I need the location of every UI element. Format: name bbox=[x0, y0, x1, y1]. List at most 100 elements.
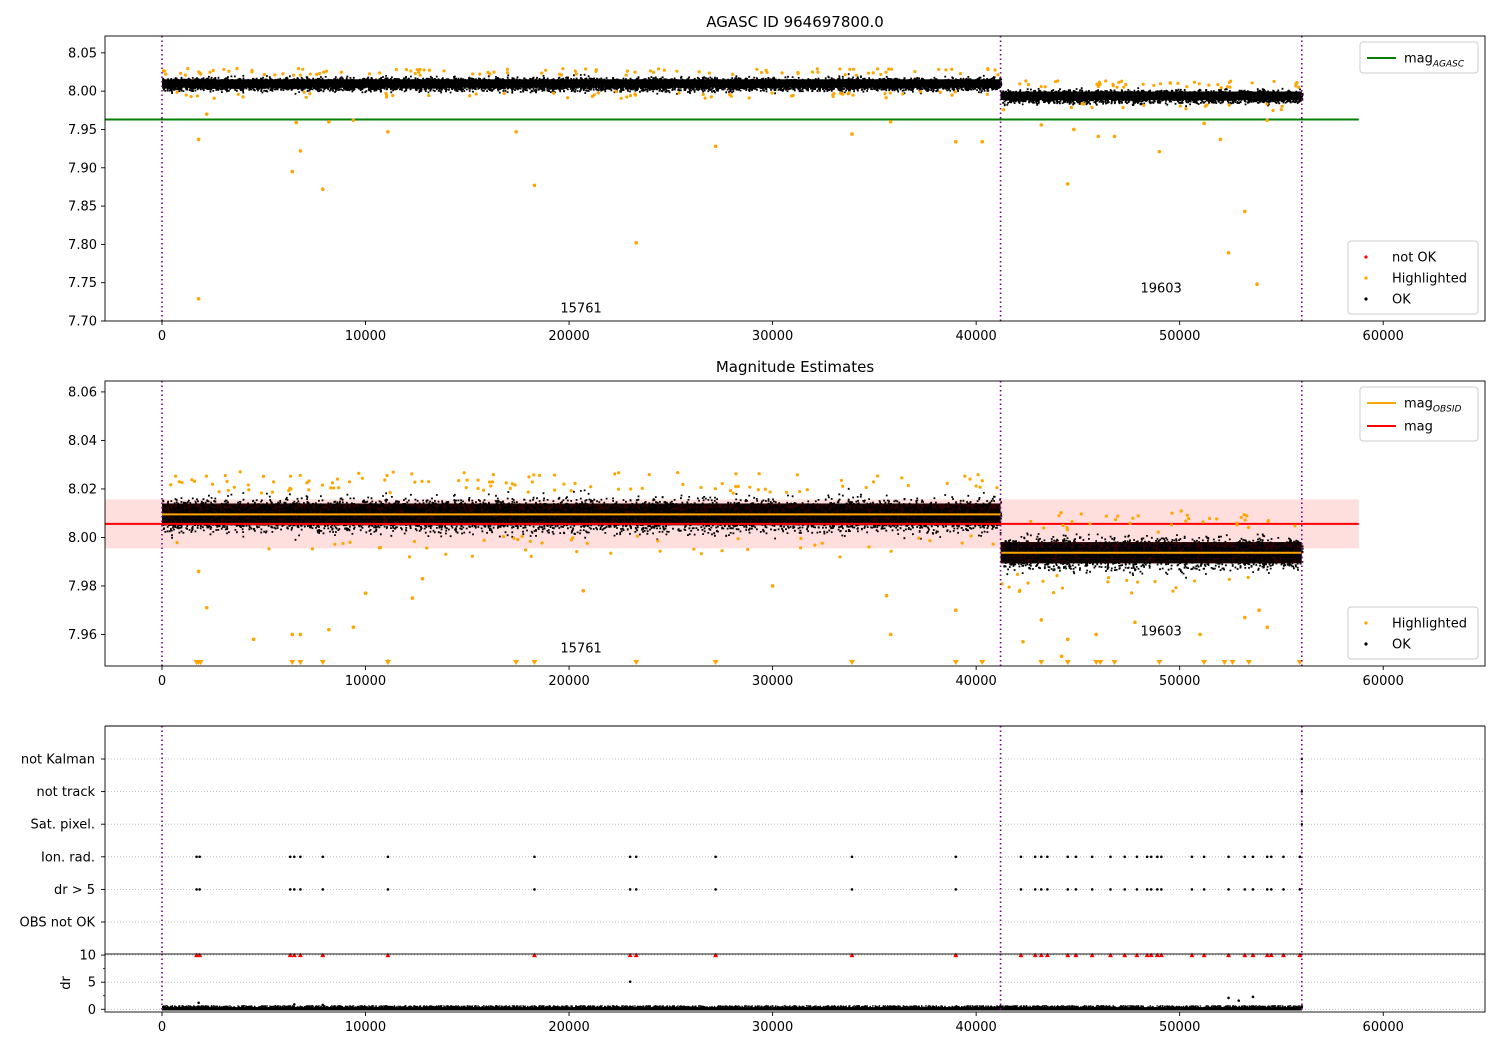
highlighted-point bbox=[1272, 79, 1276, 84]
flag-point bbox=[1109, 888, 1112, 891]
clipped-low-marker bbox=[531, 660, 538, 665]
highlighted-point bbox=[1120, 79, 1124, 83]
highlighted-point bbox=[960, 541, 964, 545]
agasc-magnitude-panel: 15761 19603 7.70 7.75 7.80 7.85 7.90 7.95 8.00 8.… bbox=[68, 13, 1486, 344]
highlighted-point bbox=[324, 69, 329, 73]
highlighted-point bbox=[594, 68, 598, 72]
highlighted-point bbox=[174, 474, 178, 478]
flags-panel: not Kalman not track Sat. pixel. Ion. rad. d… bbox=[20, 725, 1486, 954]
highlighted-point bbox=[404, 67, 409, 72]
highlighted-point bbox=[180, 480, 184, 485]
flag-point bbox=[1190, 855, 1194, 859]
highlighted-point bbox=[298, 149, 303, 153]
highlighted-point bbox=[1117, 80, 1121, 84]
highlighted-point bbox=[1201, 520, 1205, 524]
legend-subscript: OBSID bbox=[1433, 405, 1462, 415]
highlighted-point bbox=[413, 480, 417, 484]
y-tick-label: 7.90 bbox=[68, 161, 97, 176]
highlighted-point bbox=[798, 546, 803, 550]
highlighted-point bbox=[1193, 579, 1197, 583]
highlighted-point bbox=[471, 72, 475, 76]
highlighted-point bbox=[415, 68, 419, 72]
highlighted-point bbox=[417, 70, 421, 74]
highlighted-point bbox=[917, 536, 921, 540]
ok-points bbox=[162, 73, 1003, 95]
legend-point-swatch bbox=[1364, 297, 1368, 301]
highlighted-point bbox=[991, 542, 995, 546]
x-tick-label: 50000 bbox=[1159, 329, 1200, 344]
flag-point bbox=[288, 888, 292, 891]
x-tick-label: 30000 bbox=[752, 329, 793, 344]
highlighted-point bbox=[290, 632, 295, 637]
flag-point bbox=[1145, 888, 1149, 891]
legend-box-points bbox=[1347, 606, 1479, 660]
highlighted-point bbox=[1041, 579, 1045, 583]
highlighted-point bbox=[516, 537, 520, 542]
highlighted-point bbox=[1218, 137, 1223, 142]
highlighted-point bbox=[1192, 80, 1196, 84]
highlighted-point bbox=[747, 96, 751, 100]
highlighted-point bbox=[208, 70, 212, 74]
highlighted-point bbox=[980, 139, 985, 144]
highlighted-point bbox=[584, 67, 588, 71]
highlighted-point bbox=[1065, 528, 1070, 532]
highlighted-point bbox=[681, 482, 685, 487]
highlighted-point bbox=[514, 129, 518, 134]
dr-outlier-point bbox=[1227, 996, 1230, 1000]
highlighted-point bbox=[1042, 526, 1046, 530]
highlighted-point bbox=[945, 481, 949, 485]
highlighted-point bbox=[884, 96, 888, 100]
x-tick-label: 0 bbox=[158, 1020, 166, 1035]
highlighted-point bbox=[298, 73, 303, 77]
clipped-low-marker bbox=[197, 660, 204, 665]
highlighted-point bbox=[815, 67, 819, 71]
legend-box-points bbox=[1347, 240, 1479, 315]
flag-point bbox=[1019, 855, 1023, 859]
highlighted-point bbox=[427, 480, 431, 484]
obsid-label: 19603 bbox=[1140, 625, 1181, 640]
highlighted-point bbox=[204, 112, 209, 116]
legend-point-swatch bbox=[1364, 642, 1368, 646]
highlighted-point bbox=[796, 70, 800, 75]
highlighted-point bbox=[310, 547, 315, 551]
highlighted-point bbox=[476, 478, 480, 482]
highlighted-point bbox=[692, 547, 696, 551]
highlighted-point bbox=[713, 144, 718, 149]
highlighted-point bbox=[810, 70, 815, 74]
highlighted-point bbox=[1279, 108, 1283, 112]
highlighted-point bbox=[238, 470, 242, 474]
highlighted-point bbox=[302, 90, 306, 94]
highlighted-point bbox=[197, 70, 201, 74]
flag-point bbox=[1300, 823, 1304, 826]
highlighted-point bbox=[780, 71, 784, 75]
highlighted-point bbox=[635, 534, 640, 538]
highlighted-point bbox=[196, 137, 201, 142]
highlighted-point bbox=[288, 474, 293, 478]
flag-point bbox=[1269, 888, 1273, 891]
highlighted-point bbox=[351, 625, 356, 629]
highlighted-point bbox=[413, 71, 417, 76]
highlighted-point bbox=[1104, 79, 1108, 83]
highlighted-point bbox=[1228, 85, 1232, 89]
legend-point-label: Highlighted bbox=[1392, 272, 1467, 287]
highlighted-point bbox=[524, 548, 528, 552]
flag-point bbox=[1039, 855, 1043, 859]
highlighted-point bbox=[327, 120, 331, 124]
flag-point bbox=[1156, 888, 1159, 891]
highlighted-point bbox=[1136, 580, 1140, 584]
highlighted-point bbox=[707, 71, 711, 75]
highlighted-point bbox=[204, 474, 208, 478]
highlighted-point bbox=[1171, 589, 1175, 593]
highlighted-point bbox=[1266, 519, 1270, 523]
highlighted-point bbox=[196, 569, 201, 574]
highlighted-point bbox=[848, 67, 852, 71]
highlighted-point bbox=[1057, 513, 1061, 518]
highlighted-point bbox=[502, 91, 506, 96]
highlighted-point bbox=[490, 480, 495, 484]
highlighted-point bbox=[1158, 82, 1163, 86]
y-tick-label: 0 bbox=[88, 1003, 96, 1018]
y-tick-label: 7.85 bbox=[68, 200, 97, 215]
highlighted-point bbox=[651, 70, 656, 74]
highlighted-point bbox=[1216, 83, 1220, 87]
clipped-high-marker bbox=[1018, 952, 1024, 958]
